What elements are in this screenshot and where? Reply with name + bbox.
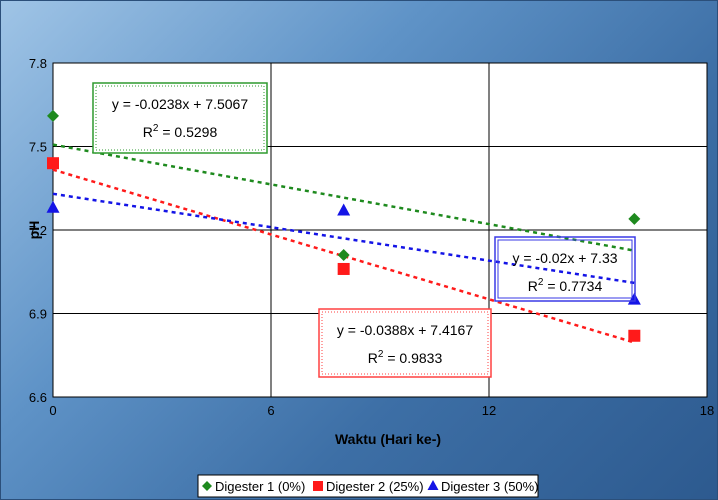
trendline-r-squared: R2 = 0.7734 (528, 277, 603, 294)
data-point-series-2 (628, 329, 641, 342)
x-axis-title: Waktu (Hari ke-) (335, 431, 441, 447)
legend-box (197, 474, 539, 498)
trendline-label-box (318, 308, 492, 378)
data-point-series-3 (46, 200, 60, 213)
trendline-3 (52, 192, 635, 285)
legend-item-3: Digester 3 (50%) (427, 479, 539, 494)
trendline-r-squared: R2 = 0.9833 (368, 349, 443, 366)
trendline-label-box (494, 236, 636, 302)
x-tick-label: 18 (700, 403, 714, 418)
y-tick-label: 7.5 (29, 140, 47, 155)
trendline-1 (52, 143, 635, 252)
legend-item-2: Digester 2 (25%) (313, 479, 424, 494)
trendline-equation: y = -0.02x + 7.33 (512, 250, 617, 266)
x-tick-label: 6 (267, 403, 274, 418)
trendline-equation: y = -0.0238x + 7.5067 (112, 96, 248, 112)
legend-marker (427, 480, 439, 490)
legend-label: Digester 3 (50%) (441, 479, 539, 494)
legend: Digester 1 (0%) Digester 2 (25%) Digester … (197, 474, 539, 498)
data-point-series-2 (47, 157, 59, 170)
legend-item-1: Digester 1 (0%) (202, 479, 305, 494)
data-point-series-3 (337, 203, 351, 216)
y-axis-title: pH (26, 221, 42, 240)
data-point-series-1 (47, 109, 59, 122)
trendline-label-inner-border (95, 85, 265, 151)
trendline-label-box (92, 82, 268, 154)
legend-label: Digester 2 (25%) (326, 479, 424, 494)
y-tick-label: 7.2 (29, 223, 47, 238)
legend-marker (313, 481, 323, 491)
trendline-label-2: y = -0.0388x + 7.4167 R2 = 0.9833 (318, 308, 492, 378)
y-tick-label: 7.8 (29, 56, 47, 71)
legend-label: Digester 1 (0%) (215, 479, 305, 494)
y-tick-label: 6.6 (29, 390, 47, 405)
y-tick-label: 6.9 (29, 307, 47, 322)
x-tick-label: 12 (482, 403, 496, 418)
legend-marker (202, 481, 212, 491)
trendline-2 (52, 168, 635, 344)
data-point-series-1 (628, 212, 641, 225)
trendline-label-1: y = -0.0238x + 7.5067 R2 = 0.5298 (92, 82, 268, 154)
trendline-label-3: y = -0.02x + 7.33 R2 = 0.7734 (494, 236, 636, 302)
trendline-label-inner-border (497, 239, 633, 299)
trendline-r-squared: R2 = 0.5298 (143, 123, 218, 140)
trendline-equation: y = -0.0388x + 7.4167 (337, 322, 473, 338)
data-point-series-2 (337, 262, 350, 275)
data-point-series-1 (337, 249, 350, 262)
x-tick-label: 0 (49, 403, 56, 418)
